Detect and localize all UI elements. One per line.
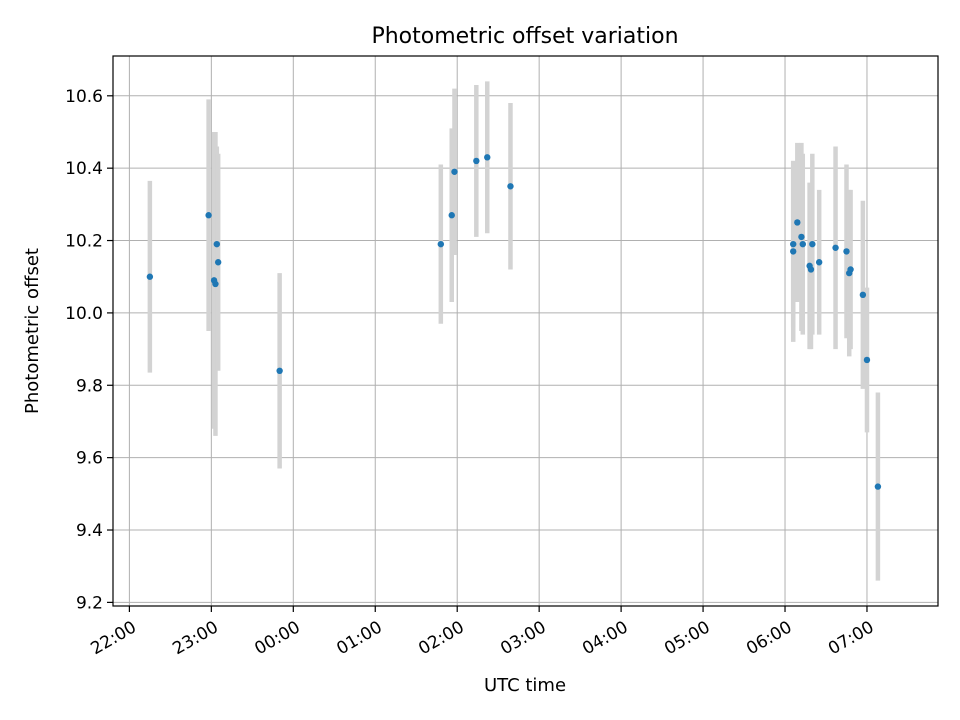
data-point xyxy=(832,244,839,251)
y-tick-label: 9.6 xyxy=(76,449,103,469)
data-point xyxy=(815,259,823,266)
data-point xyxy=(205,212,212,219)
y-tick-label: 10.0 xyxy=(65,304,103,324)
y-tick-label: 9.2 xyxy=(76,593,103,613)
x-axis-label: UTC time xyxy=(484,675,566,696)
y-axis-ticks: 9.2 9.4 9.6 9.8 10.0 10.2 10.4 10.6 xyxy=(65,87,113,613)
data-point xyxy=(214,259,222,266)
data-point xyxy=(798,233,805,241)
data-point xyxy=(847,266,854,273)
data-point xyxy=(276,367,283,375)
data-point xyxy=(863,356,871,364)
data-point xyxy=(212,280,219,288)
error-bars xyxy=(147,81,881,581)
data-point xyxy=(484,154,491,161)
data-point xyxy=(874,483,882,490)
data-point xyxy=(843,248,850,255)
x-tick-label: 22:00 xyxy=(87,617,139,659)
y-tick-label: 10.2 xyxy=(65,232,103,252)
x-tick-label: 00:00 xyxy=(251,617,303,659)
data-point xyxy=(146,273,154,280)
data-point xyxy=(437,240,445,248)
x-tick-label: 03:00 xyxy=(497,617,549,659)
y-tick-label: 9.8 xyxy=(76,376,103,396)
data-point xyxy=(859,291,867,299)
data-point xyxy=(473,157,480,165)
data-point xyxy=(790,240,797,248)
x-tick-label: 02:00 xyxy=(415,617,467,659)
data-point xyxy=(790,248,797,255)
x-tick-label: 05:00 xyxy=(661,617,713,659)
data-point xyxy=(807,266,815,273)
data-point xyxy=(799,240,806,248)
x-tick-label: 04:00 xyxy=(579,617,631,659)
data-point xyxy=(448,212,455,219)
data-point xyxy=(507,183,514,190)
y-tick-label: 10.6 xyxy=(65,87,103,107)
x-axis-ticks: 22:00 23:00 00:00 01:00 02:00 03:00 04:00 05:00… xyxy=(87,606,877,659)
data-point xyxy=(794,219,801,226)
x-tick-label: 07:00 xyxy=(825,617,877,659)
data-point xyxy=(809,240,816,248)
data-point xyxy=(451,168,458,175)
grid-lines xyxy=(113,56,938,606)
data-points xyxy=(146,154,882,490)
y-tick-label: 9.4 xyxy=(76,521,103,541)
y-axis-label: Photometric offset xyxy=(22,248,43,414)
x-tick-label: 06:00 xyxy=(743,617,795,659)
plot-frame xyxy=(112,55,939,607)
x-tick-label: 23:00 xyxy=(169,617,221,659)
chart-title: Photometric offset variation xyxy=(371,24,678,49)
x-tick-label: 01:00 xyxy=(333,617,385,659)
y-tick-label: 10.4 xyxy=(65,159,103,179)
data-point xyxy=(213,240,221,248)
